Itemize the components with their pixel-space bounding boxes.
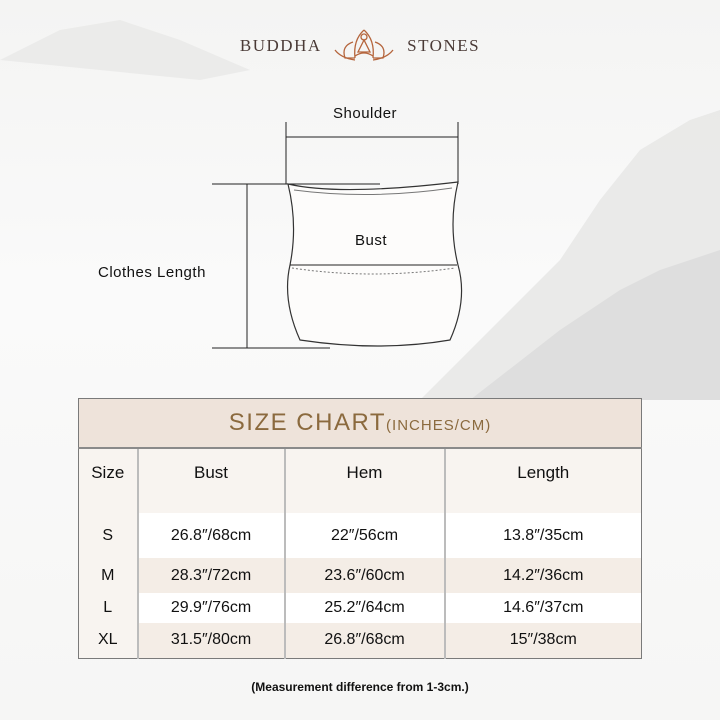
brand-name-left: BUDDHA xyxy=(239,36,322,55)
size-label: L xyxy=(78,593,139,623)
size-label: M xyxy=(78,558,139,593)
table-row: L 29.9″/76cm 25.2″/64cm 14.6″/37cm xyxy=(78,593,642,623)
title-unit: (INCHES/CM) xyxy=(386,417,492,434)
garment-diagram xyxy=(212,122,463,349)
brand-logo: BUDDHA STONES xyxy=(0,28,720,64)
length-cell: 13.8″/35cm xyxy=(444,513,642,558)
clothes-length-label: Clothes Length xyxy=(98,264,206,281)
hem-cell: 25.2″/64cm xyxy=(284,593,446,623)
size-label: S xyxy=(78,513,139,558)
table-row: XL 31.5″/80cm 26.8″/68cm 15″/38cm xyxy=(78,623,642,658)
bust-cell: 29.9″/76cm xyxy=(137,593,286,623)
size-label: XL xyxy=(78,623,139,658)
bust-cell: 31.5″/80cm xyxy=(137,623,286,658)
length-cell: 14.2″/36cm xyxy=(444,558,642,593)
size-chart-title: SIZE CHART(INCHES/CM) xyxy=(78,398,642,449)
length-cell: 15″/38cm xyxy=(444,623,642,658)
header-bust: Bust xyxy=(137,448,286,513)
header-length: Length xyxy=(444,448,642,513)
title-text: SIZE CHART xyxy=(228,409,387,436)
bust-cell: 28.3″/72cm xyxy=(137,558,286,593)
mountain-background xyxy=(0,20,720,400)
size-chart-table: SIZE CHART(INCHES/CM) Size Bust Hem Leng… xyxy=(78,398,642,659)
table-row: S 26.8″/68cm 22″/56cm 13.8″/35cm xyxy=(78,513,642,558)
measurement-note: (Measurement difference from 1-3cm.) xyxy=(251,680,469,694)
header-size: Size xyxy=(78,448,139,513)
shoulder-label: Shoulder xyxy=(333,105,398,122)
header-hem: Hem xyxy=(284,448,446,513)
lotus-meditation-icon xyxy=(334,29,394,61)
bust-label: Bust xyxy=(355,232,388,249)
table-row: M 28.3″/72cm 23.6″/60cm 14.2″/36cm xyxy=(78,558,642,593)
hem-cell: 23.6″/60cm xyxy=(284,558,446,593)
hem-cell: 26.8″/68cm xyxy=(284,623,446,658)
brand-name-right: STONES xyxy=(407,36,481,55)
length-cell: 14.6″/37cm xyxy=(444,593,642,623)
bust-cell: 26.8″/68cm xyxy=(137,513,286,558)
hem-cell: 22″/56cm xyxy=(284,513,446,558)
